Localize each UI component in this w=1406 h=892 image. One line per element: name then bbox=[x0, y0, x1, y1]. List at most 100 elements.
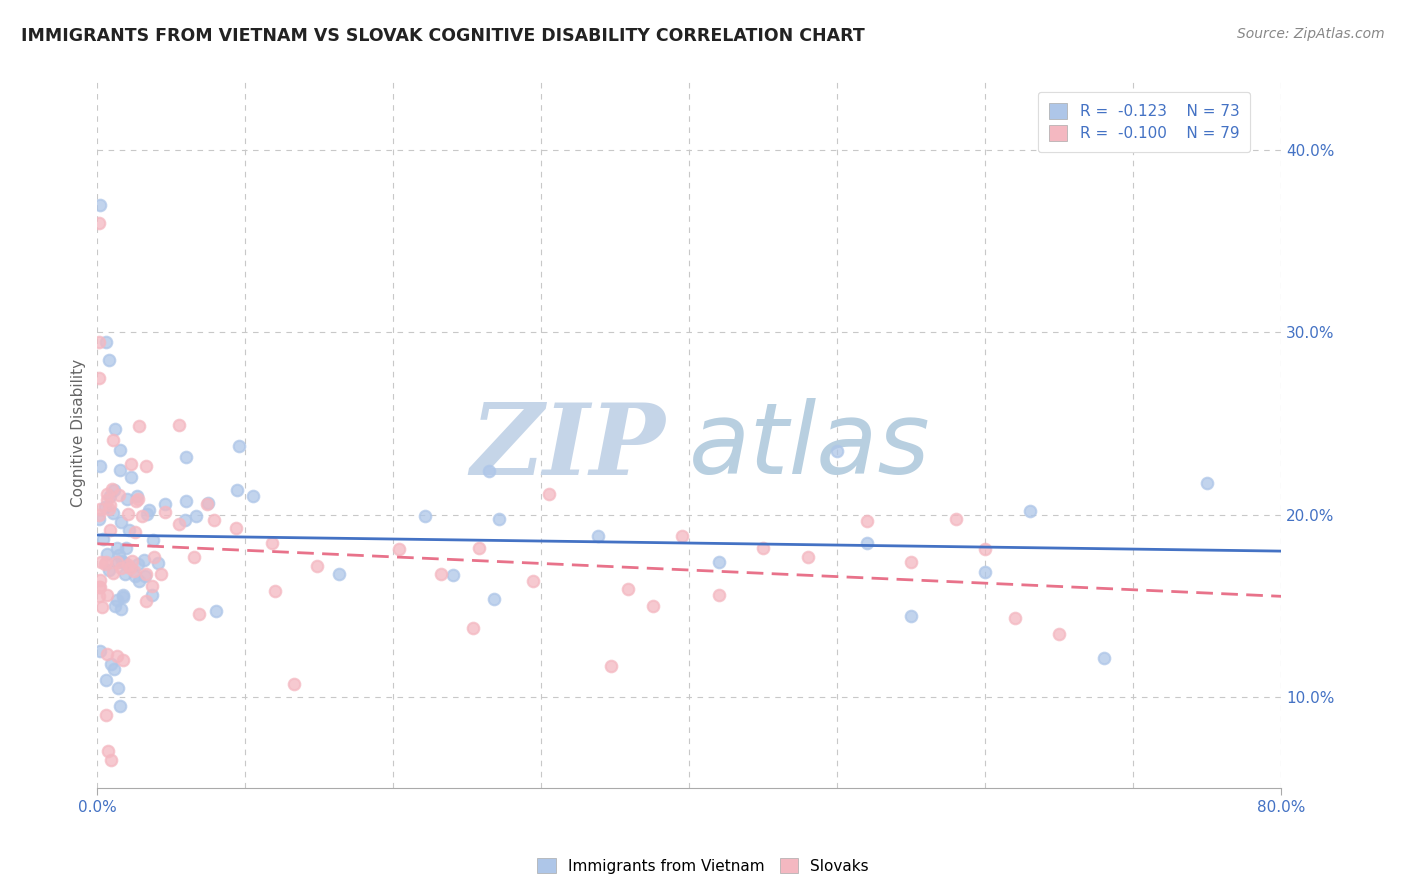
Text: IMMIGRANTS FROM VIETNAM VS SLOVAK COGNITIVE DISABILITY CORRELATION CHART: IMMIGRANTS FROM VIETNAM VS SLOVAK COGNIT… bbox=[21, 27, 865, 45]
Point bbox=[522, 574, 544, 588]
Text: ZIP: ZIP bbox=[471, 399, 665, 495]
Point bbox=[104, 599, 127, 613]
Point bbox=[228, 439, 250, 453]
Point bbox=[100, 657, 122, 671]
Point bbox=[96, 648, 118, 662]
Point bbox=[89, 198, 111, 212]
Point bbox=[111, 590, 134, 604]
Point bbox=[98, 523, 121, 537]
Point bbox=[141, 588, 163, 602]
Point bbox=[671, 529, 693, 543]
Point bbox=[87, 334, 110, 349]
Point bbox=[96, 547, 118, 561]
Point bbox=[900, 555, 922, 569]
Point bbox=[96, 492, 118, 507]
Point bbox=[93, 500, 115, 514]
Point bbox=[488, 512, 510, 526]
Point bbox=[91, 533, 114, 547]
Point bbox=[107, 555, 129, 569]
Text: atlas: atlas bbox=[689, 399, 931, 495]
Point bbox=[127, 491, 149, 506]
Point bbox=[112, 588, 135, 602]
Point bbox=[110, 560, 132, 574]
Point bbox=[107, 681, 129, 695]
Point bbox=[89, 574, 111, 588]
Point bbox=[98, 563, 121, 577]
Point bbox=[125, 494, 148, 508]
Point bbox=[260, 536, 283, 550]
Point bbox=[117, 507, 139, 521]
Point bbox=[120, 470, 142, 484]
Point bbox=[96, 673, 118, 688]
Point bbox=[96, 588, 118, 602]
Point bbox=[94, 334, 117, 349]
Point bbox=[98, 489, 121, 503]
Point bbox=[96, 555, 118, 569]
Point bbox=[127, 557, 149, 571]
Point bbox=[135, 593, 157, 607]
Point bbox=[115, 492, 138, 507]
Point bbox=[107, 548, 129, 562]
Point bbox=[1018, 504, 1040, 518]
Point bbox=[87, 508, 110, 523]
Point bbox=[643, 599, 665, 613]
Point bbox=[110, 516, 132, 530]
Point bbox=[134, 569, 156, 583]
Point bbox=[118, 561, 141, 575]
Point bbox=[225, 521, 247, 535]
Point bbox=[105, 648, 128, 663]
Point bbox=[226, 483, 249, 497]
Point bbox=[124, 564, 146, 578]
Point bbox=[108, 442, 131, 457]
Point bbox=[468, 541, 491, 555]
Point bbox=[1004, 611, 1026, 625]
Point bbox=[108, 698, 131, 713]
Point bbox=[153, 505, 176, 519]
Point bbox=[167, 417, 190, 432]
Point bbox=[87, 216, 110, 230]
Point bbox=[945, 512, 967, 526]
Point bbox=[114, 556, 136, 570]
Point bbox=[441, 567, 464, 582]
Point bbox=[478, 464, 501, 478]
Point bbox=[94, 557, 117, 571]
Point bbox=[183, 550, 205, 565]
Point bbox=[827, 444, 849, 458]
Point bbox=[97, 744, 120, 758]
Point bbox=[600, 658, 623, 673]
Point bbox=[103, 421, 125, 435]
Point bbox=[186, 509, 208, 524]
Point bbox=[101, 434, 124, 448]
Point bbox=[174, 513, 197, 527]
Point bbox=[128, 418, 150, 433]
Point bbox=[97, 352, 120, 367]
Point bbox=[98, 498, 121, 512]
Point bbox=[264, 584, 287, 599]
Point bbox=[111, 554, 134, 568]
Point bbox=[87, 512, 110, 526]
Point bbox=[1197, 476, 1219, 491]
Point bbox=[143, 550, 166, 565]
Point bbox=[388, 541, 411, 556]
Point bbox=[131, 509, 153, 524]
Point bbox=[91, 600, 114, 615]
Point bbox=[121, 554, 143, 568]
Point bbox=[537, 487, 560, 501]
Point bbox=[974, 542, 997, 557]
Point bbox=[153, 497, 176, 511]
Point bbox=[89, 644, 111, 658]
Point bbox=[586, 529, 609, 543]
Point bbox=[1092, 651, 1115, 665]
Point bbox=[105, 592, 128, 607]
Point bbox=[204, 512, 226, 526]
Point bbox=[413, 509, 436, 524]
Point bbox=[125, 489, 148, 503]
Point bbox=[112, 653, 135, 667]
Point bbox=[87, 589, 110, 603]
Point bbox=[974, 565, 997, 579]
Point bbox=[283, 677, 305, 691]
Point bbox=[429, 566, 451, 581]
Text: Source: ZipAtlas.com: Source: ZipAtlas.com bbox=[1237, 27, 1385, 41]
Point bbox=[136, 507, 159, 521]
Point bbox=[87, 580, 110, 594]
